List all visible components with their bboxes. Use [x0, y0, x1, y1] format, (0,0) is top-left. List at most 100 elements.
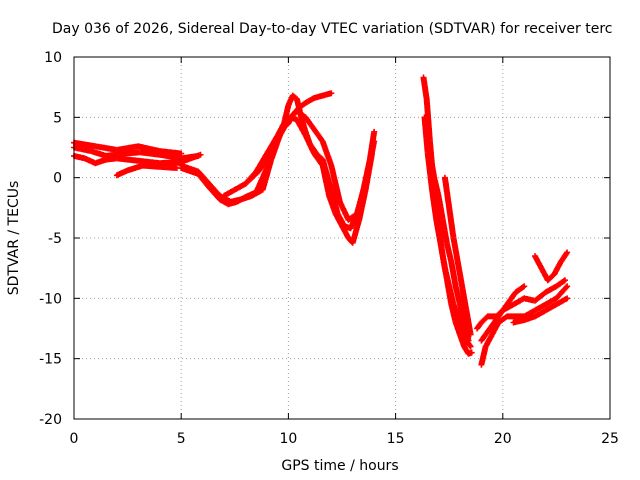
data-point-segment	[362, 140, 377, 187]
data-point-segment	[88, 148, 108, 159]
data-point-segment	[139, 162, 162, 170]
x-tick-label: 25	[601, 431, 619, 447]
data-point-segment	[532, 290, 548, 304]
data-point-segment	[328, 162, 343, 204]
series-track-2	[71, 151, 204, 167]
tick-labels: 0 5 10 15 20 25 -20 -15 -10 -5 0 5 10	[39, 50, 619, 447]
series-track-13	[478, 283, 571, 368]
data-point-segment	[544, 272, 557, 284]
data-point	[467, 331, 474, 338]
data-point-segment	[135, 143, 162, 154]
y-tick-label: 0	[53, 171, 62, 187]
series-track-17	[510, 295, 571, 326]
x-tick-label: 5	[177, 431, 186, 447]
series-track-4	[113, 162, 180, 179]
data-point-segment	[302, 132, 317, 156]
data-point-segment	[178, 152, 202, 165]
data-point	[328, 90, 335, 97]
y-tick-label: -20	[39, 412, 62, 428]
data-point-segment	[135, 157, 162, 166]
data-point-segment	[495, 302, 510, 320]
data-point-segment	[441, 174, 452, 210]
data-point-segment	[336, 198, 351, 222]
data-point-segment	[156, 151, 183, 162]
x-tick-label: 0	[70, 431, 79, 447]
chart-title: Day 036 of 2026, Sidereal Day-to-day VTE…	[52, 21, 612, 37]
data-point-segment	[319, 138, 334, 168]
data-point	[521, 283, 528, 290]
data-point	[564, 283, 571, 290]
data-point-segment	[242, 169, 261, 187]
data-point-segment	[124, 163, 145, 174]
data-point-segment	[103, 150, 125, 159]
y-tick-label: 10	[44, 50, 62, 66]
data-point-segment	[120, 149, 142, 157]
data-point-segment	[311, 150, 325, 168]
y-tick-label: -5	[48, 231, 62, 247]
data-point-segment	[311, 126, 325, 144]
y-tick-label: -10	[39, 291, 62, 307]
data-point	[465, 337, 472, 344]
data-point	[371, 128, 378, 135]
data-point-segment	[463, 307, 474, 336]
data-point-segment	[421, 114, 431, 155]
data-point-segment	[206, 184, 222, 202]
data-point	[564, 295, 571, 302]
data-point	[178, 150, 185, 157]
data-point-segment	[113, 155, 140, 164]
data-point-segment	[495, 314, 509, 326]
y-tick-label: 5	[53, 110, 62, 126]
x-tick-label: 10	[279, 431, 297, 447]
data-point-segment	[478, 345, 489, 368]
data-point	[197, 151, 204, 158]
data-point-segment	[420, 74, 430, 101]
data-point-segment	[349, 218, 362, 246]
data-point-segment	[92, 143, 119, 153]
data-point-segment	[156, 163, 179, 171]
data-point-segment	[326, 192, 339, 216]
data-point-segment	[521, 308, 537, 320]
data-point-segment	[478, 326, 493, 344]
data-marks	[71, 74, 571, 368]
data-point-segment	[542, 296, 559, 308]
data-point-segment	[302, 114, 317, 132]
data-point-segment	[268, 133, 283, 157]
data-point	[467, 343, 474, 350]
data-point-segment	[557, 250, 570, 266]
data-point-segment	[294, 116, 308, 138]
series-track-8	[242, 108, 378, 223]
data-point	[561, 277, 568, 284]
data-point-segment	[195, 171, 212, 190]
series-track-16	[532, 249, 571, 284]
data-point-segment	[253, 166, 270, 196]
data-point-segment	[319, 162, 332, 198]
data-point-segment	[289, 92, 299, 102]
data-point-segment	[276, 118, 291, 139]
x-tick-label: 20	[494, 431, 512, 447]
data-point	[564, 249, 571, 256]
data-point-segment	[478, 314, 490, 326]
data-point-segment	[156, 159, 183, 167]
y-axis-label: SDTVAR / TECUs	[6, 181, 22, 296]
data-point-segment	[512, 284, 526, 296]
data-point-segment	[474, 320, 484, 332]
data-point-segment	[255, 151, 274, 175]
x-tick-label: 15	[387, 431, 405, 447]
data-point-segment	[156, 148, 183, 157]
data-point-segment	[446, 204, 457, 240]
data-point-segment	[553, 278, 567, 290]
data-point-segment	[553, 284, 570, 302]
series-track-11	[426, 150, 472, 344]
series-track-3	[71, 139, 185, 157]
data-point-segment	[437, 241, 448, 270]
series-track-6	[178, 92, 378, 232]
data-point-segment	[423, 96, 433, 143]
data-point-segment	[504, 290, 518, 308]
series-track-15	[478, 283, 528, 344]
axis-ticks	[73, 56, 611, 420]
x-axis-label: GPS time / hours	[281, 458, 398, 474]
data-point-segment	[532, 308, 548, 320]
grid-layer	[74, 57, 610, 419]
data-point	[371, 138, 378, 145]
